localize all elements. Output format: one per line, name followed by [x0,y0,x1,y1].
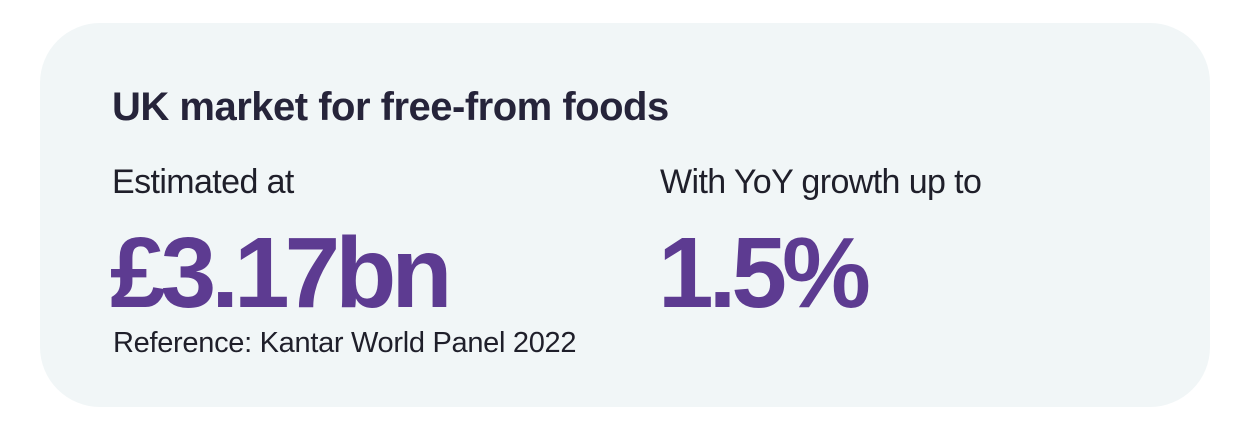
market-size-value: £3.17bn [110,217,452,329]
stat-card: UK market for free-from foods Estimated … [40,23,1210,407]
growth-label: With YoY growth up to [660,163,982,201]
reference-note: Reference: Kantar World Panel 2022 [113,327,577,359]
growth-value: 1.5% [658,217,871,329]
market-size-label: Estimated at [112,163,294,201]
card-title: UK market for free-from foods [112,85,669,129]
